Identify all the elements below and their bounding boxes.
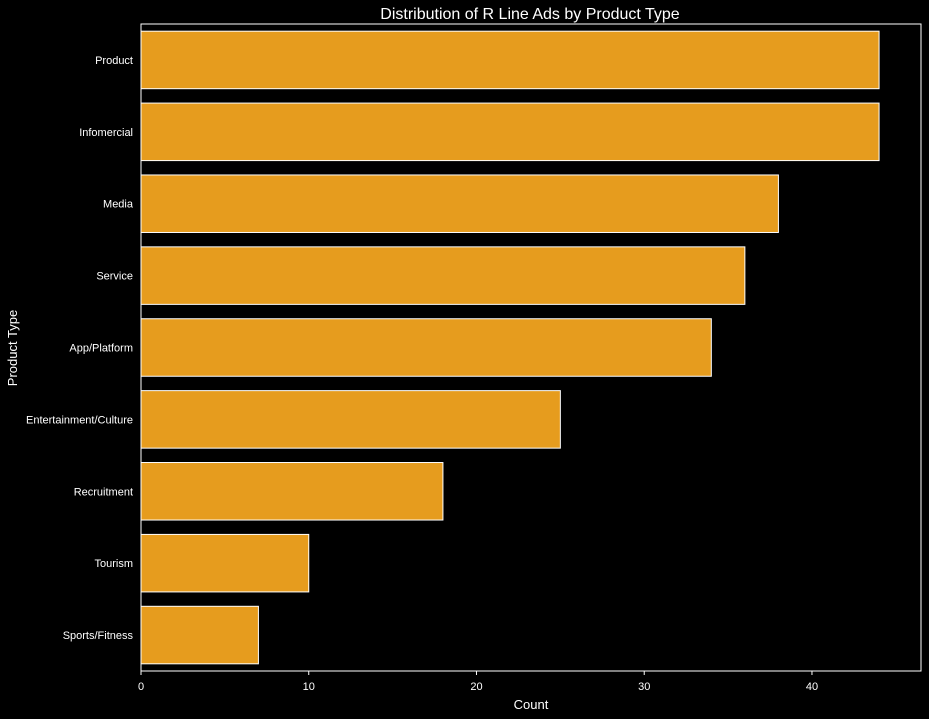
x-ticks: 0 10 20 30 40 (138, 671, 818, 693)
x-tick-label: 0 (138, 681, 144, 693)
bar-service (140, 246, 746, 305)
bar-sports-fitness (140, 605, 259, 665)
bar-recruitment (140, 462, 444, 521)
y-tick-label-app-platform: App/Platform (69, 343, 133, 355)
y-axis-label: Product Type (5, 310, 20, 386)
y-tick-labels: Product Infomercial Media Service App/Platfo… (26, 55, 134, 642)
x-tick-label: 10 (303, 681, 315, 693)
y-tick-label-entertainment-culture: Entertainment/Culture (26, 414, 133, 426)
chart-title: Distribution of R Line Ads by Product Ty… (380, 6, 680, 23)
x-tick-label: 20 (470, 681, 482, 693)
y-tick-label-product: Product (95, 55, 133, 67)
bar-entertainment-culture (140, 390, 561, 449)
x-tick-label: 40 (806, 681, 818, 693)
bar-infomercial (140, 102, 880, 162)
y-tick-label-service: Service (96, 271, 133, 283)
bar-app-platform (140, 318, 712, 377)
y-tick-label-sports-fitness: Sports/Fitness (63, 630, 134, 642)
plot-frame (140, 23, 922, 672)
y-tick-label-media: Media (103, 199, 134, 211)
bar-tourism (140, 533, 310, 593)
x-axis-label: Count (514, 697, 549, 712)
y-tick-label-recruitment: Recruitment (74, 486, 133, 498)
bar-product (140, 30, 880, 90)
bars-group (140, 30, 880, 665)
x-tick-label: 30 (638, 681, 650, 693)
y-tick-label-infomercial: Infomercial (79, 127, 133, 139)
bar-media (140, 174, 779, 233)
y-tick-label-tourism: Tourism (94, 558, 133, 570)
